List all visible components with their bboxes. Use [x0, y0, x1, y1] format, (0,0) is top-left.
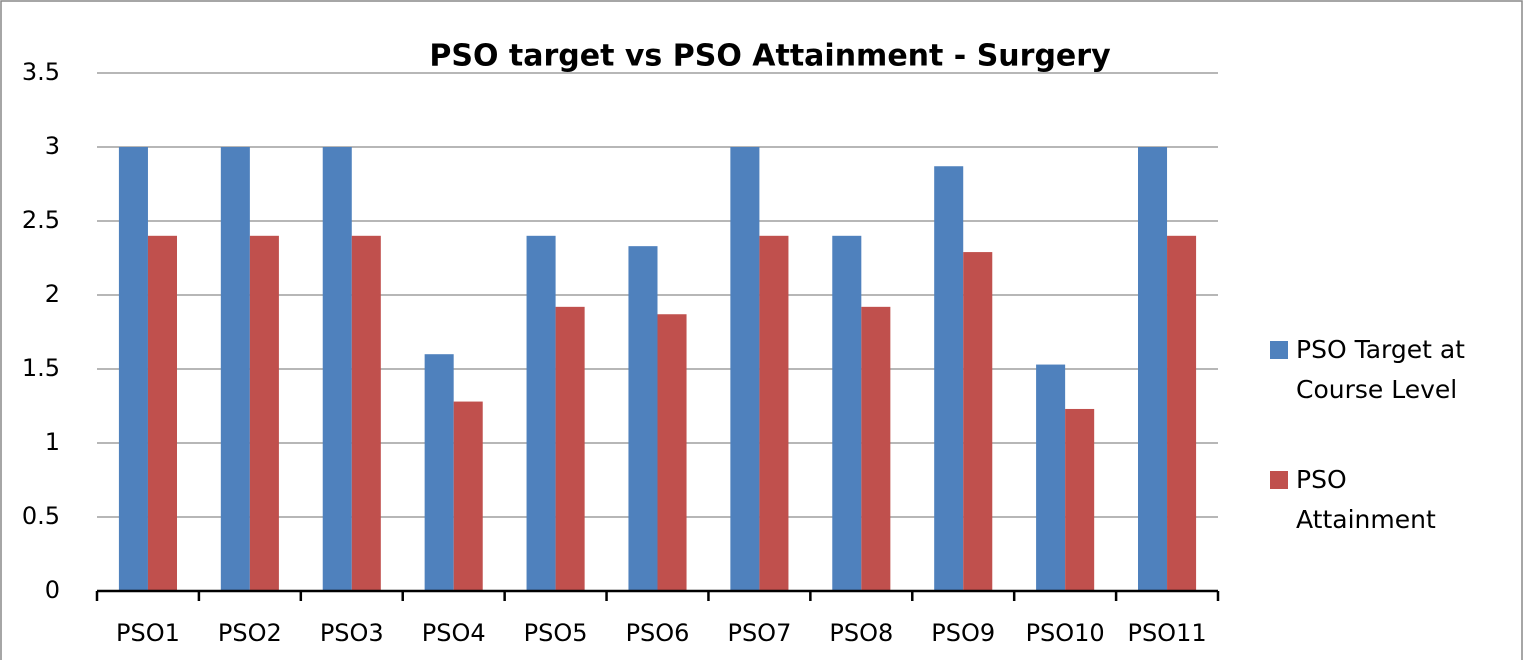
legend-swatch [1270, 471, 1288, 489]
bar [934, 166, 964, 592]
x-tick-label: PSO2 [218, 619, 282, 647]
y-tick-label: 0.5 [22, 502, 60, 530]
x-tick-label: PSO10 [1026, 619, 1105, 647]
legend-label: PSO Attainment [1296, 465, 1436, 534]
bar [322, 147, 352, 591]
x-tick-label: PSO4 [422, 619, 486, 647]
y-tick-label: 2 [45, 280, 60, 308]
bar [526, 235, 556, 592]
chart-title: PSO target vs PSO Attainment - Surgery [429, 39, 1111, 74]
y-tick-label: 3.5 [22, 58, 60, 86]
y-tick-label: 1.5 [22, 354, 60, 382]
y-tick-label: 3 [45, 132, 60, 160]
bar [657, 314, 687, 591]
bar [351, 235, 381, 592]
x-tick-label: PSO3 [320, 619, 384, 647]
bar [1167, 235, 1197, 592]
bar [147, 235, 177, 592]
x-tick-label: PSO6 [626, 619, 690, 647]
x-tick-label: PSO5 [524, 619, 588, 647]
bar [555, 306, 585, 591]
x-tick-label: PSO8 [829, 619, 893, 647]
bar [963, 252, 993, 591]
bar [424, 354, 454, 591]
bar [118, 147, 148, 591]
bar [1138, 147, 1168, 591]
legend-label: PSO Target at Course Level [1296, 335, 1465, 404]
legend-item: PSO Attainment [1270, 460, 1500, 540]
x-tick-label: PSO1 [116, 619, 180, 647]
x-tick-label: PSO7 [727, 619, 791, 647]
y-tick-label: 1 [45, 428, 60, 456]
bar [249, 235, 279, 592]
legend-swatch [1270, 341, 1288, 359]
x-tick-label: PSO9 [931, 619, 995, 647]
y-tick-label: 2.5 [22, 206, 60, 234]
bar [1036, 364, 1066, 591]
y-tick-label: 0 [45, 576, 60, 604]
bar [730, 147, 760, 591]
bar [453, 401, 483, 591]
bar [628, 246, 658, 591]
bar [861, 306, 891, 591]
bar [832, 235, 862, 592]
bar [1065, 408, 1095, 591]
legend-item: PSO Target at Course Level [1270, 330, 1500, 410]
bar [220, 147, 250, 591]
bar [759, 235, 789, 592]
x-tick-label: PSO11 [1127, 619, 1206, 647]
